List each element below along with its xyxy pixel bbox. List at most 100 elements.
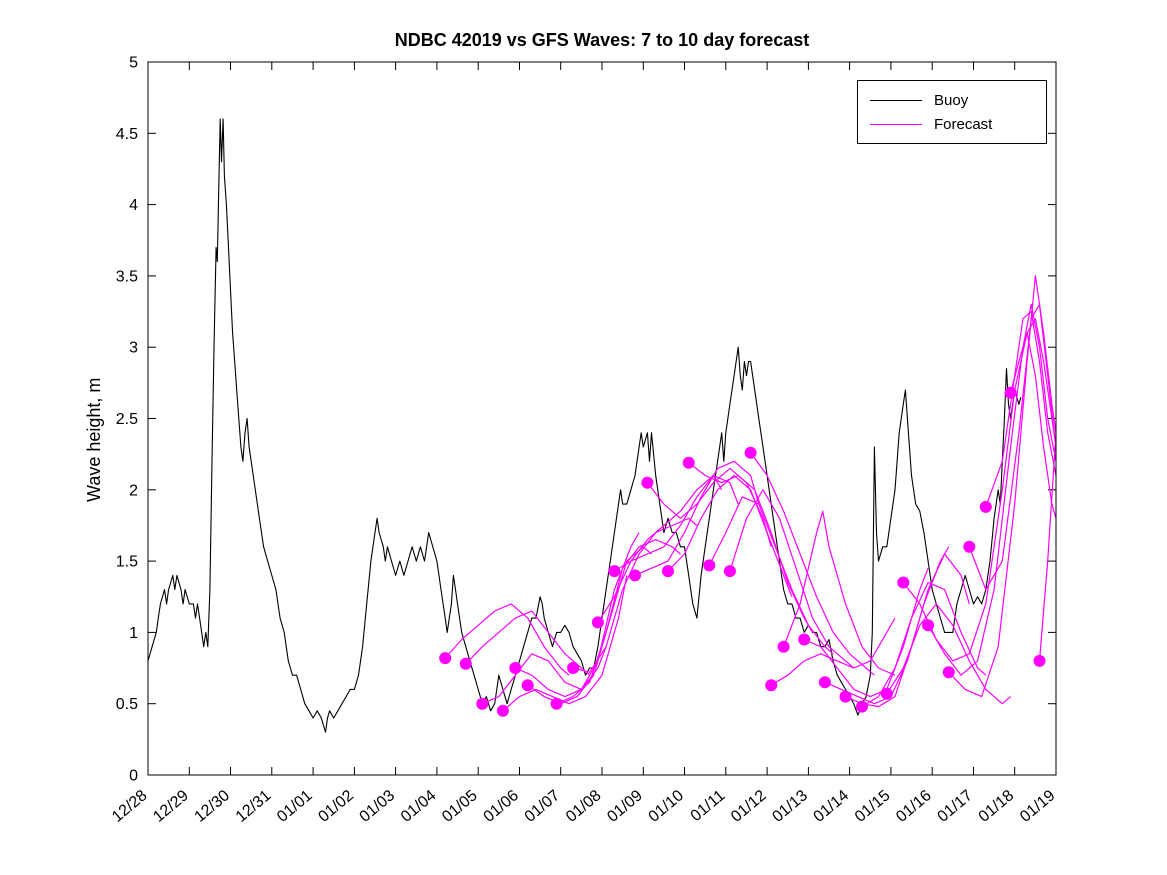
forecast-series-line [948, 275, 1057, 698]
legend-entry-buoy: Buoy [858, 88, 1046, 112]
forecast-start-marker [765, 679, 778, 692]
forecast-series-line [667, 474, 793, 598]
forecast-series-line [502, 575, 628, 712]
x-tick-label: 01/13 [769, 787, 811, 826]
x-tick-label: 12/30 [191, 787, 233, 826]
forecast-series-line [729, 489, 855, 669]
x-tick-label: 01/03 [357, 787, 399, 826]
x-tick-label: 12/29 [150, 787, 192, 826]
y-tick-label: 4.5 [116, 126, 138, 143]
forecast-start-marker [963, 540, 976, 553]
y-tick-label: 2 [129, 482, 138, 499]
forecast-start-marker [856, 700, 868, 713]
forecast-start-marker [496, 704, 509, 717]
forecast-start-marker [521, 679, 534, 692]
forecast-series-line [1038, 432, 1057, 661]
x-tick-label: 01/11 [688, 787, 729, 825]
forecast-start-marker [880, 687, 893, 700]
x-tick-label: 01/02 [315, 787, 357, 826]
x-tick-label: 01/07 [522, 787, 564, 826]
forecast-start-marker [777, 640, 790, 653]
forecast-start-marker [641, 476, 654, 489]
forecast-start-marker [682, 456, 695, 469]
y-tick-label: 3 [129, 340, 138, 357]
y-tick-label: 0 [129, 768, 138, 785]
y-tick-label: 2.5 [116, 411, 138, 428]
forecast-series-line [886, 603, 1011, 705]
legend-entry-forecast: Forecast [858, 112, 1046, 136]
x-tick-label: 01/18 [976, 787, 1018, 826]
legend-box: Buoy Forecast [857, 80, 1047, 144]
x-tick-label: 01/15 [852, 787, 894, 826]
forecast-start-marker [839, 690, 852, 703]
forecast-start-marker [744, 446, 757, 459]
forecast-start-marker [591, 616, 604, 629]
forecast-start-marker [922, 619, 935, 632]
y-tick-label: 4 [129, 197, 138, 214]
x-tick-label: 01/04 [398, 787, 440, 826]
forecast-start-marker [1004, 386, 1017, 399]
forecast-start-marker [476, 697, 489, 710]
x-tick-label: 12/31 [233, 787, 275, 826]
forecast-series-line [927, 303, 1057, 676]
x-tick-label: 12/28 [109, 787, 151, 826]
forecast-start-marker [818, 676, 831, 689]
x-tick-label: 01/17 [934, 787, 976, 826]
forecast-series-line [770, 617, 896, 686]
forecast-series-line [444, 603, 570, 676]
forecast-start-marker [629, 569, 641, 582]
forecast-start-marker [723, 565, 736, 578]
forecast-series-line [688, 462, 814, 633]
forecast-series-line [750, 452, 875, 676]
x-tick-label: 01/05 [439, 787, 481, 826]
forecast-series-line [614, 474, 739, 572]
forecast-series-line [556, 539, 681, 705]
forecast-start-marker [897, 576, 910, 589]
forecast-start-marker [662, 565, 674, 578]
legend-label-forecast: Forecast [934, 115, 993, 133]
forecast-series-line [861, 581, 987, 708]
forecast-start-marker [550, 697, 563, 710]
forecast-series-line [1010, 318, 1057, 448]
forecast-series-line [968, 303, 1057, 591]
forecast-start-marker [703, 559, 716, 572]
forecast-start-marker [942, 666, 955, 679]
forecast-start-marker [567, 662, 580, 674]
forecast-line-sample [870, 123, 922, 125]
y-tick-label: 5 [129, 55, 138, 72]
forecast-series-line [985, 311, 1057, 508]
x-tick-label: 01/19 [1017, 787, 1059, 826]
forecast-series-line [634, 460, 760, 576]
x-tick-label: 01/16 [893, 787, 935, 826]
legend-label-buoy: Buoy [934, 91, 969, 109]
forecast-series-line [902, 332, 1057, 662]
forecast-series-line [783, 510, 896, 676]
forecast-start-marker [979, 500, 992, 513]
x-tick-label: 01/10 [645, 787, 687, 826]
x-tick-label: 01/12 [728, 787, 770, 826]
x-tick-label: 01/09 [604, 787, 646, 826]
forecast-start-marker [439, 652, 452, 665]
buoy-series-line [147, 118, 1022, 733]
forecast-start-marker [459, 657, 472, 670]
forecast-series-line [708, 496, 834, 655]
y-tick-label: 3.5 [116, 268, 138, 285]
chart-title: NDBC 42019 vs GFS Waves: 7 to 10 day for… [394, 30, 810, 50]
forecast-series-line [482, 646, 607, 705]
x-tick-label: 01/06 [480, 787, 522, 826]
forecast-start-marker [798, 633, 811, 646]
axis-box [147, 61, 1057, 776]
forecast-start-marker [608, 565, 621, 578]
x-tick-label: 01/01 [274, 787, 316, 826]
buoy-line-sample [870, 99, 922, 101]
forecast-start-marker [1033, 654, 1046, 667]
y-tick-label: 1 [129, 625, 138, 642]
y-tick-label: 1.5 [116, 554, 138, 571]
forecast-start-marker [509, 662, 522, 674]
x-tick-label: 01/14 [811, 787, 853, 826]
x-tick-label: 01/08 [563, 787, 605, 826]
forecast-series-line [803, 567, 929, 698]
y-tick-label: 0.5 [116, 696, 138, 713]
